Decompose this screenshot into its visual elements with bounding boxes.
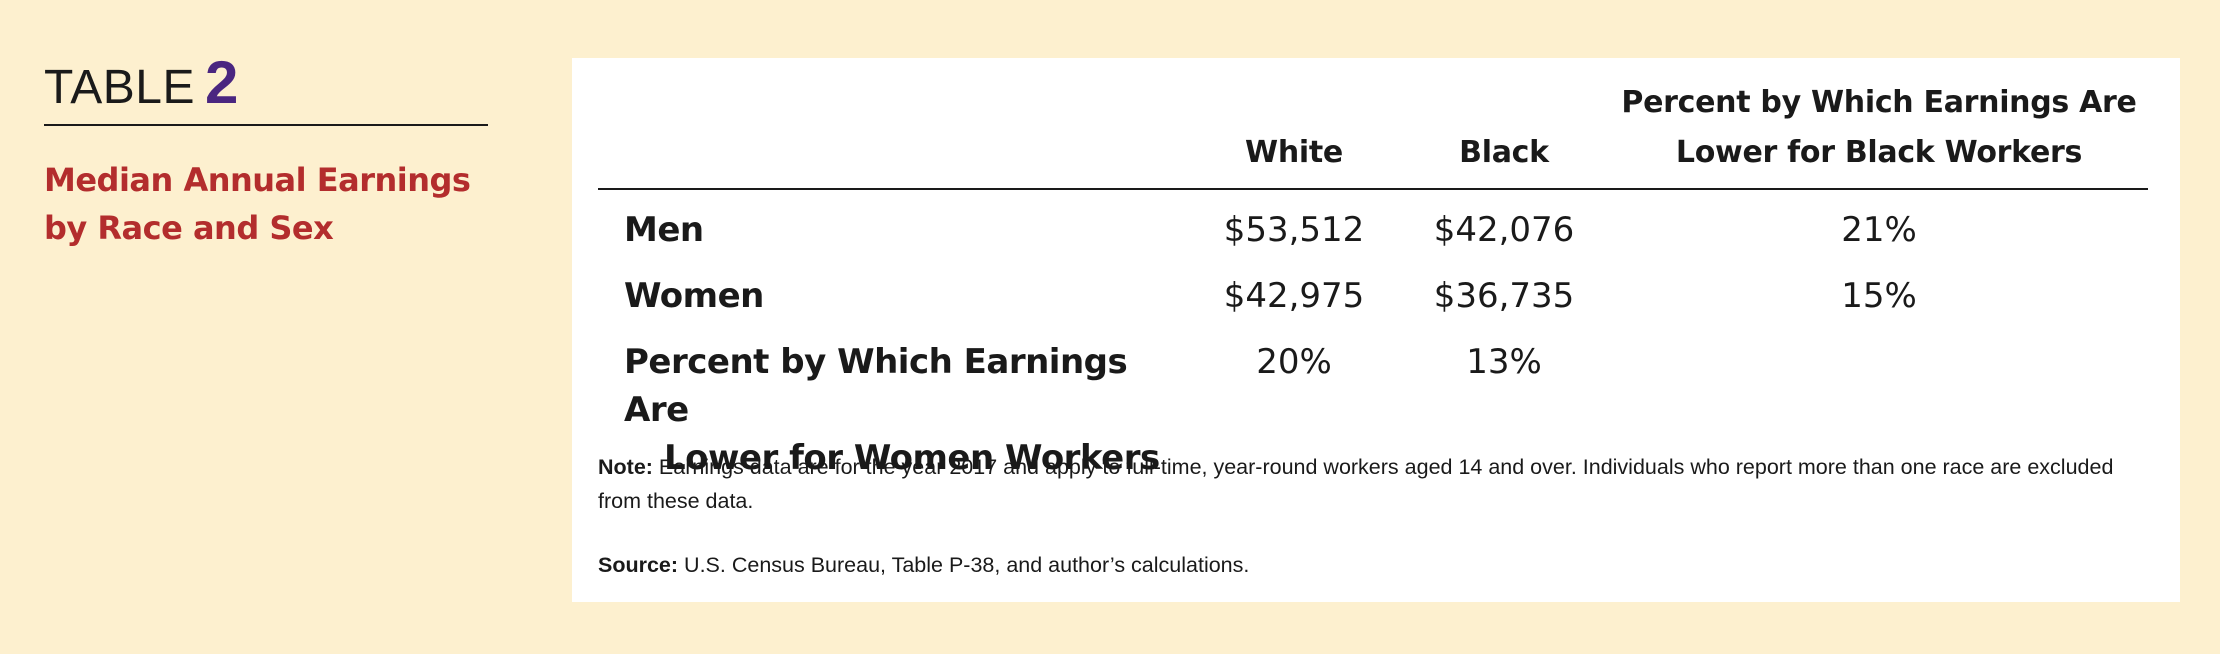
table-source: Source: U.S. Census Bureau, Table P-38, … [598, 548, 2158, 582]
table-row: Men $53,512 $42,076 21% [598, 189, 2148, 272]
row-label-line-2: Lower for Women Workers [664, 438, 1160, 478]
cell-men-black: $42,076 [1433, 210, 1575, 250]
table-caption: TABLE 2 Median Annual Earnings by Race an… [44, 48, 488, 252]
column-header-white: White [1190, 78, 1398, 190]
cell-men-pct: 21% [1841, 210, 1917, 250]
note-label: Note: [598, 455, 653, 479]
note-text: Earnings data are for the year 2017 and … [598, 455, 2114, 513]
table-row: Women $42,975 $36,735 15% [598, 272, 2148, 338]
cell-percent-white: 20% [1256, 342, 1332, 382]
cell-women-black: $36,735 [1433, 276, 1575, 316]
column-header-label [598, 78, 1190, 190]
cell-women-white: $42,975 [1223, 276, 1365, 316]
table-row: Percent by Which Earnings Are Lower for … [598, 338, 2148, 482]
column-header-black: Black [1398, 78, 1610, 190]
table-number: 2 [205, 49, 239, 116]
earnings-table: White Black Percent by Which Earnings Ar… [598, 78, 2148, 482]
table-heading: TABLE 2 [44, 48, 488, 122]
row-label-women: Women [624, 276, 764, 316]
cell-men-white: $53,512 [1223, 210, 1365, 250]
row-label-men: Men [624, 210, 704, 250]
column-header-percent-black: Percent by Which Earnings Are Lower for … [1610, 78, 2148, 190]
row-label-percent-women: Percent by Which Earnings Are Lower for … [598, 338, 1190, 482]
source-label: Source: [598, 553, 679, 577]
table-word: TABLE [44, 61, 195, 114]
cell-women-pct: 15% [1841, 276, 1917, 316]
source-text: U.S. Census Bureau, Table P-38, and auth… [684, 553, 1250, 577]
table-card: White Black Percent by Which Earnings Ar… [572, 58, 2180, 602]
table-header-row: White Black Percent by Which Earnings Ar… [598, 78, 2148, 190]
row-label-line-1: Percent by Which Earnings Are [624, 342, 1128, 430]
heading-divider [44, 124, 488, 126]
table-note: Note: Earnings data are for the year 201… [598, 450, 2158, 518]
table-title: Median Annual Earnings by Race and Sex [44, 161, 471, 247]
cell-percent-black: 13% [1466, 342, 1542, 382]
